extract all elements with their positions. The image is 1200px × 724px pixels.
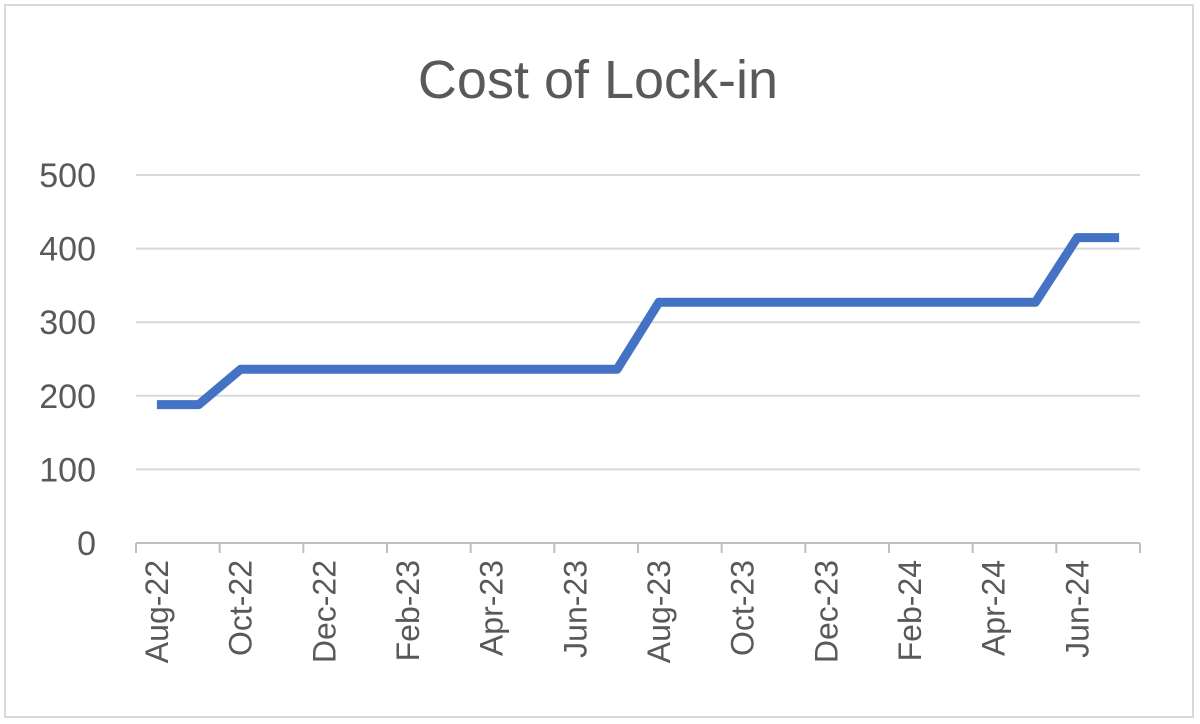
y-tick-label: 200 <box>39 378 96 416</box>
x-tick-label: Dec-23 <box>808 560 844 663</box>
x-tick-label: Jun-24 <box>1059 560 1095 658</box>
x-tick-label: Aug-22 <box>139 560 175 663</box>
x-tick-label: Feb-24 <box>892 560 928 661</box>
y-tick-label: 500 <box>39 157 96 195</box>
y-tick-label: 100 <box>39 451 96 489</box>
series-line-0 <box>156 233 1120 410</box>
x-tick-label: Apr-24 <box>976 560 1012 656</box>
x-tick-label: Aug-23 <box>641 560 677 663</box>
x-tick-label: Dec-22 <box>306 560 342 663</box>
x-tick-label: Apr-23 <box>474 560 510 656</box>
chart-frame <box>4 4 1194 718</box>
y-tick-label: 300 <box>39 304 96 342</box>
y-tick-label: 0 <box>77 525 96 563</box>
x-tick-label: Oct-23 <box>725 560 761 656</box>
chart-title: Cost of Lock-in <box>418 50 778 110</box>
x-tick-label: Jun-23 <box>557 560 593 658</box>
x-tick-label: Feb-23 <box>390 560 426 661</box>
y-tick-label: 400 <box>39 231 96 269</box>
x-tick-label: Oct-22 <box>223 560 259 656</box>
